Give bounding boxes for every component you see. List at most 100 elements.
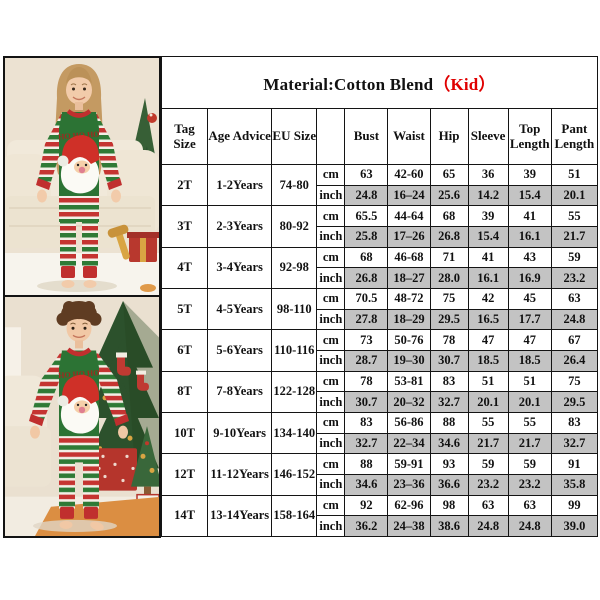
bust-inch: 30.7: [344, 391, 389, 413]
sleeve-inch: 16.1: [467, 267, 509, 289]
row-6T-cm: 6T 5-6Years 110-116 cm 73 50-76 78 47 47…: [160, 329, 599, 372]
hip-cm: 71: [429, 246, 469, 269]
pant-length-inch: 23.2: [550, 267, 599, 289]
bust-inch: 28.7: [344, 349, 389, 372]
waist-inch: 23–36: [387, 473, 431, 496]
top-length-inch: 16.1: [507, 225, 552, 248]
pant-length-cm: 83: [550, 411, 599, 434]
santa-applique-icon: [57, 374, 100, 434]
age-advice-cell: 5-6Years: [207, 329, 273, 372]
age-advice-cell: 13-14Years: [207, 494, 273, 537]
waist-inch: 18–29: [387, 308, 431, 331]
hip-inch: 26.8: [429, 225, 469, 248]
pant-length-inch: 32.7: [550, 432, 599, 455]
eu-size-cell: 158-164: [271, 494, 318, 537]
hip-cm: 78: [429, 329, 469, 351]
pant-length-cm: 75: [550, 370, 599, 393]
row-6T-inch: inch 28.7 19–30 30.7 18.5 18.5 26.4: [162, 349, 599, 372]
col-header-waist: Waist: [387, 108, 431, 165]
tag-size-cell: 6T: [160, 329, 209, 372]
fringe: [65, 314, 93, 325]
unit-cm-label: cm: [316, 329, 346, 351]
pant-length-inch: 20.1: [550, 184, 599, 207]
hairline: [66, 67, 92, 84]
unit-cm-label: cm: [316, 370, 346, 393]
pant-length-cm: 67: [550, 329, 599, 351]
bust-inch: 32.7: [344, 432, 389, 455]
photo-boy-pajamas: HO HO HO: [3, 295, 161, 538]
top-length-inch: 20.1: [507, 391, 552, 413]
row-14T-cm: 14T 13-14Years 158-164 cm 92 62-96 98 63…: [160, 494, 599, 537]
kid-label: （Kid）: [433, 75, 496, 94]
foot: [59, 520, 73, 529]
sleeve-inch: 24.8: [467, 515, 509, 537]
neck: [75, 340, 83, 349]
top-length-cm: 41: [507, 205, 552, 227]
col-header-eu-size: EU Size: [271, 108, 318, 165]
unit-inch-label: inch: [316, 267, 346, 289]
tag-size-cell: 5T: [160, 287, 209, 331]
bust-inch: 24.8: [344, 184, 389, 207]
unit-inch-label: inch: [316, 184, 346, 207]
table-title: Material:Cotton Blend（Kid）: [161, 56, 598, 109]
unit-cm-label: cm: [316, 287, 346, 310]
bust-cm: 88: [344, 453, 389, 475]
sleeve-cm: 55: [467, 411, 509, 434]
eu-size-cell: 110-116: [271, 329, 318, 372]
unit-inch-label: inch: [316, 473, 346, 496]
photo-girl-pajamas: HO HO HO: [3, 56, 161, 297]
hip-inch: 29.5: [429, 308, 469, 331]
waist-cm: 56-86: [387, 411, 431, 434]
col-header-top-length: Top Length: [507, 108, 552, 165]
sleeve-cm: 42: [467, 287, 509, 310]
unit-inch-label: inch: [316, 349, 346, 372]
floor-shadow: [33, 519, 117, 532]
unit-cm-label: cm: [316, 205, 346, 227]
waist-inch: 24–38: [387, 515, 431, 537]
hip-cm: 65: [429, 164, 469, 186]
row-2T-cm: 2T 1-2Years 74-80 cm 63 42-60 65 36 39 5…: [160, 163, 599, 207]
col-header-hip: Hip: [429, 108, 469, 165]
pant-length-inch: 24.8: [550, 308, 599, 331]
bust-cm: 65.5: [344, 205, 389, 227]
pant-length-inch: 29.5: [550, 391, 599, 413]
floor-shadow: [37, 280, 117, 292]
col-header-age-advice: Age Advice: [207, 108, 273, 165]
hip-cm: 93: [429, 453, 469, 475]
face: [66, 314, 92, 342]
face-features: [70, 83, 88, 101]
hip-inch: 34.6: [429, 432, 469, 455]
hip-cm: 88: [429, 411, 469, 434]
age-advice-cell: 4-5Years: [207, 287, 273, 331]
santa-applique-icon: [57, 135, 100, 194]
eu-size-cell: 98-110: [271, 287, 318, 331]
age-advice-cell: 11-12Years: [207, 453, 273, 496]
boy-figure: HO HO HO: [29, 301, 129, 531]
sleeve-inch: 14.2: [467, 184, 509, 207]
tag-size-cell: 4T: [160, 246, 209, 289]
sleeve-inch: 23.2: [467, 473, 509, 496]
waist-cm: 50-76: [387, 329, 431, 351]
top-length-cm: 55: [507, 411, 552, 434]
top-length-cm: 63: [507, 494, 552, 517]
mini-tree-icon: [131, 426, 159, 495]
top-length-cm: 43: [507, 246, 552, 269]
unit-inch-label: inch: [316, 432, 346, 455]
hip-inch: 38.6: [429, 515, 469, 537]
sleeve-inch: 20.1: [467, 391, 509, 413]
top-length-inch: 23.2: [507, 473, 552, 496]
age-advice-cell: 2-3Years: [207, 205, 273, 248]
hip-inch: 32.7: [429, 391, 469, 413]
tag-size-cell: 14T: [160, 494, 209, 537]
size-table: Material:Cotton Blend（Kid） Tag Size Age …: [160, 56, 599, 537]
top-length-inch: 17.7: [507, 308, 552, 331]
sleeve-cm: 47: [467, 329, 509, 351]
pant-length-cm: 59: [550, 246, 599, 269]
eu-size-cell: 74-80: [271, 163, 318, 207]
hip-cm: 98: [429, 494, 469, 517]
row-5T-inch: inch 27.8 18–29 29.5 16.5 17.7 24.8: [162, 308, 599, 331]
row-12T-cm: 12T 11-12Years 146-152 cm 88 59-91 93 59…: [160, 453, 599, 496]
hip-cm: 68: [429, 205, 469, 227]
waist-cm: 62-96: [387, 494, 431, 517]
